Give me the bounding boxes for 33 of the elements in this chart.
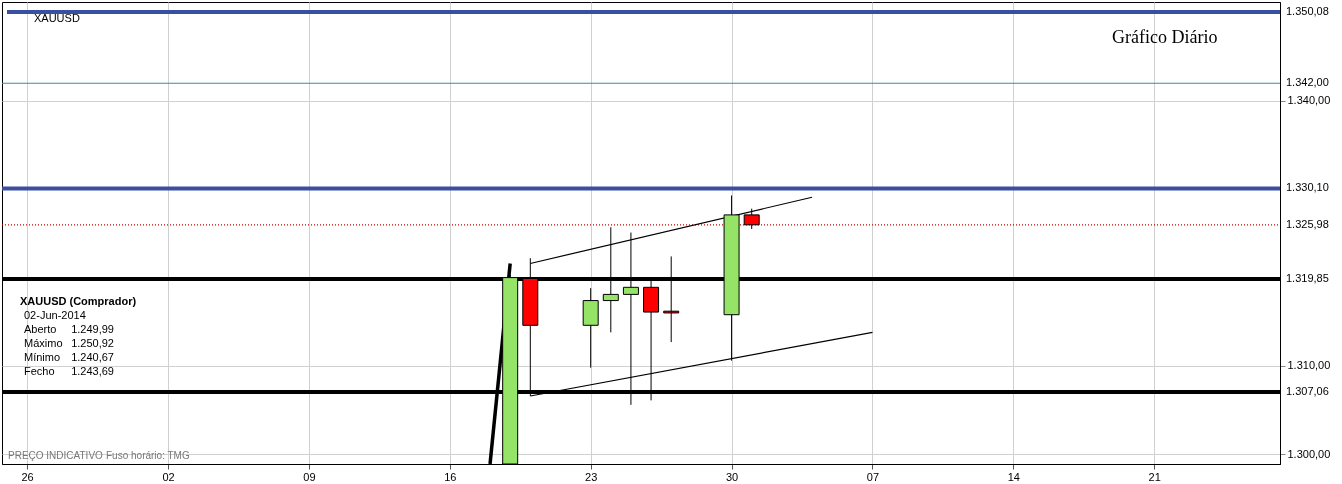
annotation: Máximo [24, 337, 63, 349]
ref-line-label: 1.330,10 [1286, 181, 1329, 194]
x-tick-label: 26 [21, 470, 34, 483]
ref-line-label: 1.325,98 [1286, 217, 1329, 230]
x-tick-label: 21 [1148, 470, 1161, 483]
annotation: Aberto [24, 323, 57, 335]
ref-line-label: 1.319,85 [1286, 271, 1329, 284]
annotation: 02-Jun-2014 [24, 309, 86, 321]
annotation: Mínimo [24, 351, 61, 363]
y-tick-label: 1.340,00 [1287, 94, 1331, 107]
annotation: 1.240,67 [71, 351, 114, 363]
text: Gráfico Diário [1112, 27, 1218, 47]
x-tick-label: 23 [585, 470, 598, 483]
y-tick-label: 1.310,00 [1287, 359, 1331, 372]
x-tick-label: 16 [444, 470, 457, 483]
annotation: XAUUSD (Comprador) [20, 295, 137, 307]
x-tick-label: 07 [866, 470, 880, 483]
x-tick-label: 14 [1007, 470, 1020, 483]
annotation: Fuso horário: TMG [106, 450, 190, 461]
annotation: 1.243,69 [71, 365, 114, 377]
ref-line-label: 1.342,00 [1286, 76, 1329, 89]
annotation: 1.249,99 [71, 323, 114, 335]
annotation: 1.250,92 [71, 337, 114, 349]
annotation: Fecho [24, 365, 55, 377]
annotation: PREÇO INDICATIVO [8, 450, 104, 461]
candlestick [743, 208, 760, 230]
x-tick-label: 30 [725, 470, 739, 483]
x-tick-label: 09 [303, 470, 316, 483]
ref-line-label: 1.307,06 [1286, 384, 1329, 397]
x-tick-label: 02 [162, 470, 175, 483]
ref-line-label: 1.350,08 [1286, 4, 1329, 17]
y-tick-label: 1.300,00 [1287, 447, 1331, 460]
annotation: XAUUSD [34, 12, 80, 24]
